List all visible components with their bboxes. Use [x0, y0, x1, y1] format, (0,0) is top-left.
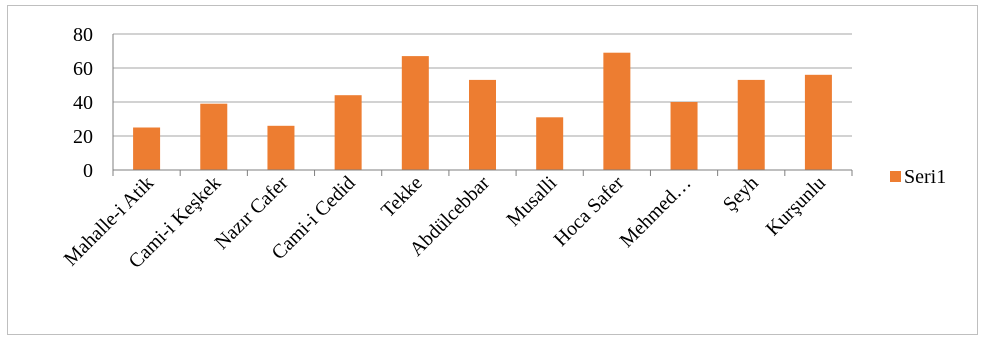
x-category-label: Musalli — [502, 172, 561, 231]
x-category-label: Şeyh — [719, 172, 763, 216]
y-tick-label: 20 — [73, 126, 93, 148]
bar — [804, 74, 832, 170]
y-tick-label: 80 — [73, 24, 93, 46]
x-category-label: Kurşunlu — [762, 172, 830, 240]
bar — [603, 52, 631, 171]
bar — [133, 127, 161, 170]
bar — [401, 56, 429, 170]
bar — [469, 79, 496, 170]
bar — [670, 102, 698, 170]
bar — [536, 117, 564, 170]
legend-label: Seri1 — [904, 166, 946, 188]
y-tick-label: 0 — [83, 160, 93, 182]
y-tick-label: 40 — [73, 92, 93, 114]
legend-swatch — [890, 171, 901, 182]
bar — [267, 125, 295, 170]
bar — [737, 79, 765, 170]
x-category-label: Tekke — [377, 172, 427, 222]
bar — [200, 103, 228, 170]
x-category-label: Mehmed… — [616, 172, 696, 252]
bar — [334, 95, 362, 170]
y-tick-label: 60 — [73, 58, 93, 80]
